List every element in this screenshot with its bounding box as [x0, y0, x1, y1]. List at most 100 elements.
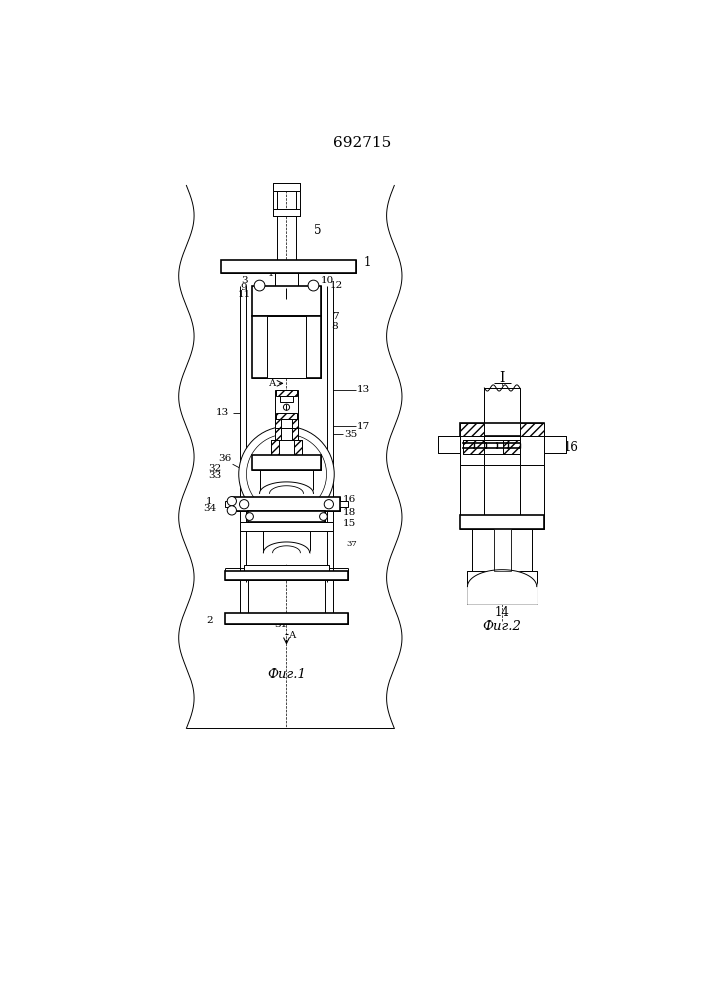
Bar [264, 531, 275, 553]
Text: 34: 34 [203, 504, 216, 513]
Bar [310, 511, 325, 522]
Bar [510, 529, 532, 571]
Bar [276, 413, 297, 419]
Circle shape [239, 426, 334, 522]
Bar [460, 515, 544, 529]
Bar [472, 529, 493, 571]
Bar [463, 440, 520, 454]
Circle shape [325, 500, 334, 509]
Bar [510, 529, 532, 571]
Bar [460, 423, 484, 465]
Bar [484, 436, 520, 465]
Bar [252, 455, 267, 470]
Bar [248, 511, 264, 522]
Bar [225, 571, 348, 580]
Circle shape [284, 404, 290, 410]
Bar [240, 522, 333, 531]
Text: 1: 1 [363, 256, 371, 269]
Text: 19: 19 [445, 441, 460, 454]
Bar [221, 260, 356, 273]
Bar [305, 455, 321, 470]
Text: 15: 15 [343, 519, 356, 528]
Bar [460, 465, 484, 515]
Bar [292, 428, 298, 440]
Bar [463, 440, 484, 454]
Bar [484, 465, 520, 515]
Bar [259, 470, 271, 493]
Circle shape [281, 288, 292, 299]
Bar [252, 286, 321, 316]
Bar [275, 419, 298, 428]
Text: 11: 11 [238, 290, 251, 299]
Bar [460, 423, 544, 436]
Text: 32: 32 [209, 464, 221, 473]
Text: А: А [289, 631, 296, 640]
Bar [225, 613, 348, 624]
Bar [460, 423, 484, 436]
Bar [259, 470, 313, 493]
Bar [244, 565, 329, 571]
Text: 6: 6 [293, 288, 300, 297]
Bar [252, 455, 321, 470]
Bar [275, 428, 281, 440]
Text: 16: 16 [343, 495, 356, 504]
Text: 35: 35 [344, 430, 357, 439]
Circle shape [240, 500, 249, 509]
Bar [281, 396, 293, 402]
Text: 13: 13 [357, 385, 370, 394]
Text: 692715: 692715 [333, 136, 391, 150]
Bar [275, 428, 298, 440]
Bar [305, 316, 321, 378]
Bar [275, 419, 281, 428]
Bar [520, 465, 544, 515]
Bar [467, 571, 537, 587]
Bar [460, 423, 484, 465]
Bar [298, 531, 310, 553]
Bar [274, 183, 300, 191]
Bar [324, 497, 340, 511]
Bar [225, 571, 348, 580]
Bar [252, 316, 267, 378]
Bar [225, 501, 236, 507]
Bar [484, 388, 520, 423]
Bar [267, 316, 305, 378]
Bar [271, 440, 302, 455]
Text: 1: 1 [206, 497, 213, 506]
Text: 8: 8 [332, 322, 339, 331]
Bar [275, 273, 298, 286]
Text: 10: 10 [321, 276, 334, 285]
Bar [438, 436, 460, 453]
Circle shape [247, 434, 327, 514]
Text: 12: 12 [330, 281, 343, 290]
Text: 37: 37 [346, 540, 357, 548]
Bar [438, 436, 460, 453]
Bar [248, 511, 325, 522]
Bar [252, 316, 321, 378]
Bar [274, 209, 300, 216]
Text: 13: 13 [216, 408, 229, 417]
Text: 33: 33 [209, 471, 221, 480]
Bar [271, 440, 279, 455]
Circle shape [227, 506, 236, 515]
Bar [233, 497, 250, 511]
Bar [275, 273, 298, 286]
Bar [252, 286, 267, 316]
Bar [544, 436, 566, 453]
Circle shape [246, 513, 253, 520]
Text: I: I [499, 371, 505, 385]
Text: А: А [269, 379, 276, 388]
Text: Фиг.2: Фиг.2 [483, 620, 522, 633]
Bar [294, 440, 302, 455]
Text: 3: 3 [241, 276, 247, 285]
Bar [493, 529, 510, 571]
Bar [520, 465, 544, 515]
Text: 7: 7 [332, 312, 339, 321]
Text: 5: 5 [313, 224, 321, 237]
Bar [503, 440, 520, 454]
Bar [240, 522, 333, 531]
Bar [221, 260, 356, 273]
Bar [472, 529, 493, 571]
Bar [275, 389, 298, 419]
Circle shape [227, 497, 236, 506]
Bar [520, 423, 544, 465]
